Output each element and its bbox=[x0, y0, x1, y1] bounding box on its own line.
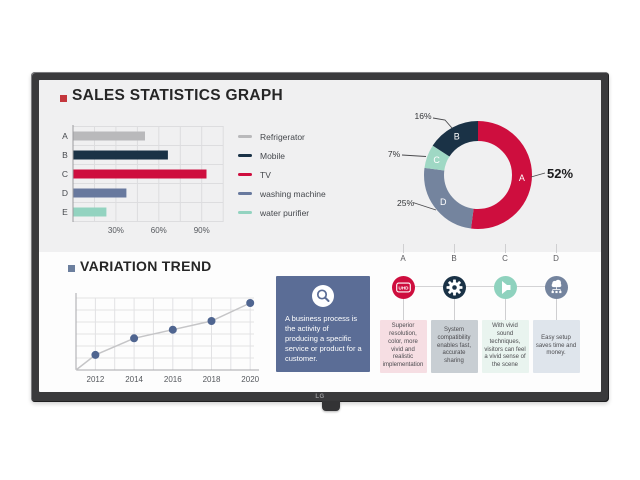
svg-text:B: B bbox=[454, 131, 460, 141]
legend-label: water purifier bbox=[260, 207, 310, 218]
svg-text:D: D bbox=[440, 197, 447, 207]
monitor-frame: SALES STATISTICS GRAPH A B C D E bbox=[31, 72, 609, 402]
cloud-network-icon bbox=[544, 275, 568, 299]
variation-line-chart: 2012 2014 2016 2018 2020 bbox=[75, 293, 260, 384]
legend-label: Mobile bbox=[260, 150, 286, 161]
legend-label: TV bbox=[260, 169, 271, 180]
magnifier-circle bbox=[312, 285, 334, 307]
bar-cat-a: A bbox=[62, 131, 68, 141]
legend-swatch-water-purifier bbox=[238, 211, 252, 214]
year-2020: 2020 bbox=[241, 375, 259, 384]
donut-label-7: 7% bbox=[388, 149, 401, 159]
line-chart-x-labels: 2012 2014 2016 2018 2020 bbox=[87, 375, 260, 384]
legend-swatch-refrigerator bbox=[238, 135, 252, 138]
variation-title: VARIATION TREND bbox=[80, 258, 212, 274]
process-drop-line bbox=[504, 299, 506, 320]
xtick-60: 60% bbox=[151, 226, 167, 235]
process-stem bbox=[504, 244, 506, 253]
variation-title-bullet bbox=[68, 265, 75, 272]
donut-chart: A D C B 52% 16% 7% 25% bbox=[388, 111, 573, 229]
process-stem bbox=[555, 244, 557, 253]
legend-swatch-washing-machine bbox=[238, 192, 252, 195]
bar-cat-b: B bbox=[62, 150, 68, 160]
year-2018: 2018 bbox=[203, 375, 221, 384]
business-process-text: A business process is the activity of pr… bbox=[285, 314, 362, 363]
magnifier-icon bbox=[316, 289, 330, 302]
line-chart-grid bbox=[76, 297, 254, 370]
legend-label: washing machine bbox=[260, 188, 326, 199]
sales-title-bullet bbox=[60, 95, 67, 102]
process-card-c: With vivid sound techniques, visitors ca… bbox=[481, 320, 529, 373]
bar-category-labels: A B C D E bbox=[62, 131, 68, 217]
legend-item: Refrigerator bbox=[238, 127, 326, 146]
sales-title: SALES STATISTICS GRAPH bbox=[72, 87, 283, 104]
legend-item: Mobile bbox=[238, 146, 326, 165]
process-stem bbox=[402, 244, 404, 253]
legend-item: washing machine bbox=[238, 184, 326, 203]
legend-item: TV bbox=[238, 165, 326, 184]
year-2016: 2016 bbox=[164, 375, 182, 384]
lg-logo: LG bbox=[315, 394, 325, 400]
process-letter-a: A bbox=[400, 254, 406, 263]
bar-chart-legend: Refrigerator Mobile TV washing machine w… bbox=[238, 127, 326, 222]
process-card-b: System compatibility enables fast, accur… bbox=[430, 320, 478, 373]
year-2014: 2014 bbox=[125, 375, 143, 384]
donut-leader-lines bbox=[401, 117, 546, 211]
process-drop-line bbox=[402, 299, 404, 320]
donut-label-16: 16% bbox=[414, 111, 431, 121]
donut-label-52: 52% bbox=[547, 166, 573, 181]
process-letter-c: C bbox=[502, 254, 508, 263]
bar-cat-e: E bbox=[62, 207, 68, 217]
legend-item: water purifier bbox=[238, 203, 326, 222]
year-2012: 2012 bbox=[87, 375, 105, 384]
legend-swatch-tv bbox=[238, 173, 252, 176]
process-card-d: Easy setup saves time and money. bbox=[532, 320, 580, 373]
uhd-text: UHD bbox=[398, 285, 409, 290]
xtick-30: 30% bbox=[108, 226, 124, 235]
svg-text:C: C bbox=[433, 155, 440, 165]
legend-swatch-mobile bbox=[238, 154, 252, 157]
process-connector-line bbox=[403, 286, 556, 287]
donut-slices bbox=[424, 121, 532, 229]
sales-bar-chart: A B C D E 30% 60% 90% bbox=[62, 125, 224, 235]
ir-sensor-bump bbox=[322, 401, 340, 411]
speaker-icon bbox=[493, 275, 517, 299]
bar-x-tick-labels: 30% 60% 90% bbox=[108, 226, 210, 235]
bar-cat-c: C bbox=[62, 169, 68, 179]
top-panel bbox=[39, 80, 601, 252]
process-card-a: Superior resolution, color, more vivid a… bbox=[379, 320, 427, 373]
donut-slice-letters: A D C B bbox=[433, 131, 525, 207]
svg-text:A: A bbox=[519, 173, 525, 183]
process-letter-d: D bbox=[553, 254, 559, 263]
xtick-90: 90% bbox=[194, 226, 210, 235]
gear-icon bbox=[442, 275, 466, 299]
donut-label-25: 25% bbox=[397, 198, 414, 208]
process-drop-line bbox=[555, 299, 557, 320]
process-stem bbox=[453, 244, 455, 253]
trend-line bbox=[75, 299, 255, 371]
business-process-textbox: A business process is the activity of pr… bbox=[276, 276, 370, 372]
uhd-badge-icon: UHD bbox=[391, 275, 415, 299]
process-letter-b: B bbox=[451, 254, 457, 263]
bar-cat-d: D bbox=[62, 188, 68, 198]
process-drop-line bbox=[453, 299, 455, 320]
legend-label: Refrigerator bbox=[260, 131, 305, 142]
screen-content: SALES STATISTICS GRAPH A B C D E bbox=[39, 80, 601, 392]
bars bbox=[73, 131, 207, 217]
